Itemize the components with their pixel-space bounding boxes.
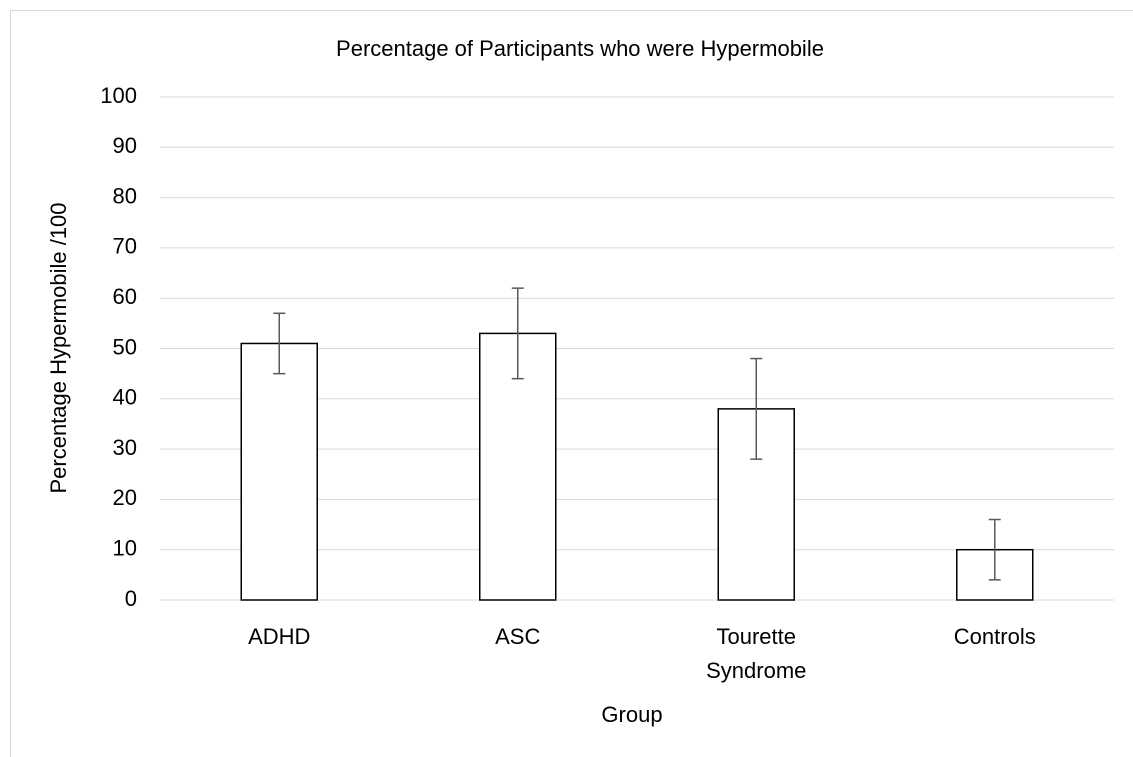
y-tick-label: 0 — [125, 586, 137, 611]
y-tick-label: 30 — [113, 435, 137, 460]
y-tick-label: 100 — [100, 83, 137, 108]
bar — [240, 342, 318, 601]
chart-border — [10, 10, 1133, 757]
y-tick-label: 70 — [113, 234, 137, 259]
y-tick-label: 50 — [113, 334, 137, 359]
y-tick-label: 80 — [113, 183, 137, 208]
x-axis-label: Group — [601, 702, 662, 727]
x-tick-label-line: Syndrome — [706, 658, 806, 683]
x-tick-label: Controls — [954, 624, 1036, 649]
y-tick-label: 40 — [113, 385, 137, 410]
y-axis-label: Percentage Hypermobile /100 — [46, 202, 71, 493]
y-tick-label: 90 — [113, 133, 137, 158]
x-tick-label: Tourette Syndrome — [706, 624, 806, 683]
y-tick-label: 20 — [113, 485, 137, 510]
y-tick-label: 60 — [113, 284, 137, 309]
x-tick-label: ADHD — [248, 624, 310, 649]
chart-title: Percentage of Participants who were Hype… — [336, 36, 824, 61]
x-tick-label: ASC — [495, 624, 540, 649]
x-tick-label-line: Tourette — [717, 624, 797, 649]
y-tick-label: 10 — [113, 536, 137, 561]
